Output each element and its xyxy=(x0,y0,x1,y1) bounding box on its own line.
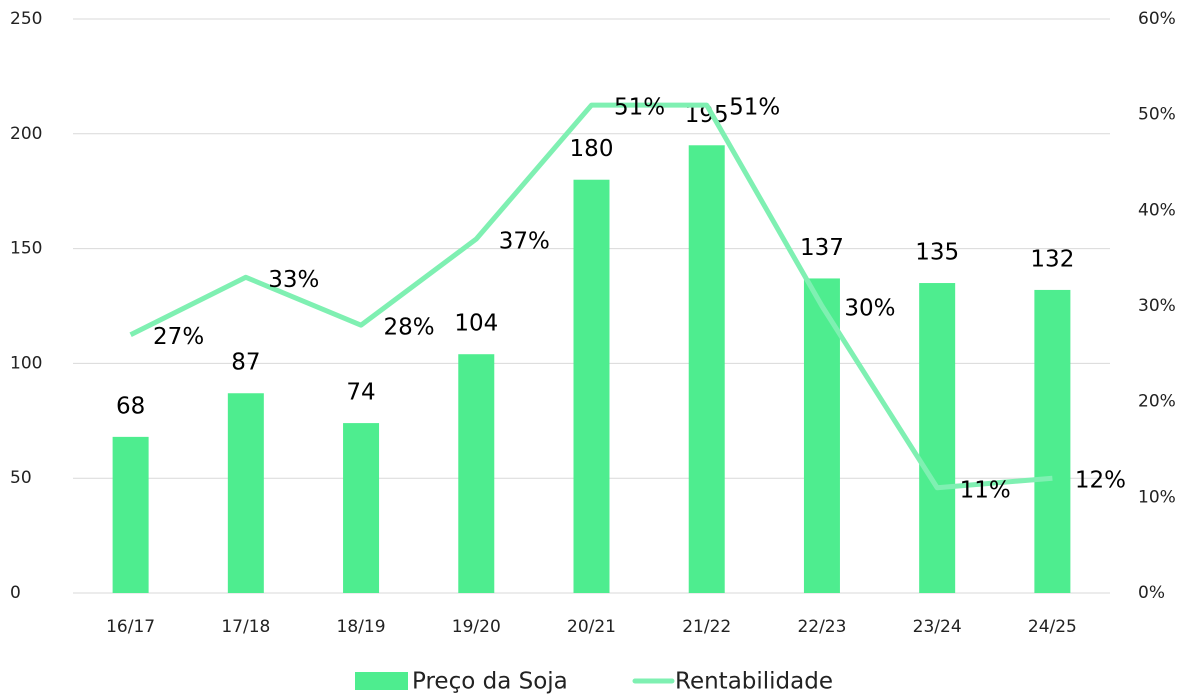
legend-label: Rentabilidade xyxy=(675,669,833,695)
data-label: 11% xyxy=(960,477,1011,503)
y-tick-label: 50 xyxy=(10,468,32,488)
data-label: 74 xyxy=(346,380,375,406)
data-label: 87 xyxy=(231,350,260,376)
data-label: 104 xyxy=(454,311,498,337)
legend-label: Preço da Soja xyxy=(412,669,568,695)
y-tick-label: 200 xyxy=(10,124,42,144)
x-tick-label: 23/24 xyxy=(913,617,962,637)
y2-tick-label: 30% xyxy=(1138,296,1176,316)
bar xyxy=(919,283,956,593)
bar xyxy=(688,145,725,593)
data-label: 37% xyxy=(499,229,550,255)
data-label: 51% xyxy=(729,95,780,121)
y2-tick-label: 20% xyxy=(1138,392,1176,412)
data-label: 28% xyxy=(383,315,434,341)
x-tick-label: 24/25 xyxy=(1028,617,1077,637)
data-label: 33% xyxy=(268,267,319,293)
bar xyxy=(112,436,149,593)
data-label: 12% xyxy=(1075,468,1126,494)
y-tick-label: 150 xyxy=(10,239,42,259)
x-tick-label: 18/19 xyxy=(337,617,386,637)
data-label: 27% xyxy=(153,324,204,350)
bar xyxy=(803,278,840,593)
x-tick-label: 16/17 xyxy=(106,617,155,637)
bar xyxy=(573,179,610,593)
legend-swatch xyxy=(355,672,408,690)
data-label: 30% xyxy=(844,296,895,322)
line xyxy=(129,102,1053,491)
x-tick-label: 17/18 xyxy=(221,617,270,637)
y-tick-label: 100 xyxy=(10,353,42,373)
data-label: 137 xyxy=(800,235,844,261)
y2-tick-label: 50% xyxy=(1138,105,1176,125)
bar xyxy=(343,423,380,593)
y2-tick-label: 60% xyxy=(1138,9,1176,29)
data-label: 68 xyxy=(116,393,145,419)
data-label: 132 xyxy=(1030,246,1074,272)
y2-tick-label: 10% xyxy=(1138,487,1176,507)
y-tick-label: 250 xyxy=(10,9,42,29)
data-label: 51% xyxy=(614,95,665,121)
x-tick-label: 20/21 xyxy=(567,617,616,637)
data-label: 180 xyxy=(570,136,614,162)
x-tick-label: 22/23 xyxy=(797,617,846,637)
bar xyxy=(1034,289,1071,593)
bar xyxy=(227,393,264,593)
x-tick-label: 21/22 xyxy=(682,617,731,637)
bar xyxy=(458,354,495,593)
data-label: 135 xyxy=(915,240,959,266)
y-tick-label: 0 xyxy=(10,583,21,603)
x-tick-label: 19/20 xyxy=(452,617,501,637)
y2-tick-label: 0% xyxy=(1138,583,1165,603)
y2-tick-label: 40% xyxy=(1138,200,1176,220)
